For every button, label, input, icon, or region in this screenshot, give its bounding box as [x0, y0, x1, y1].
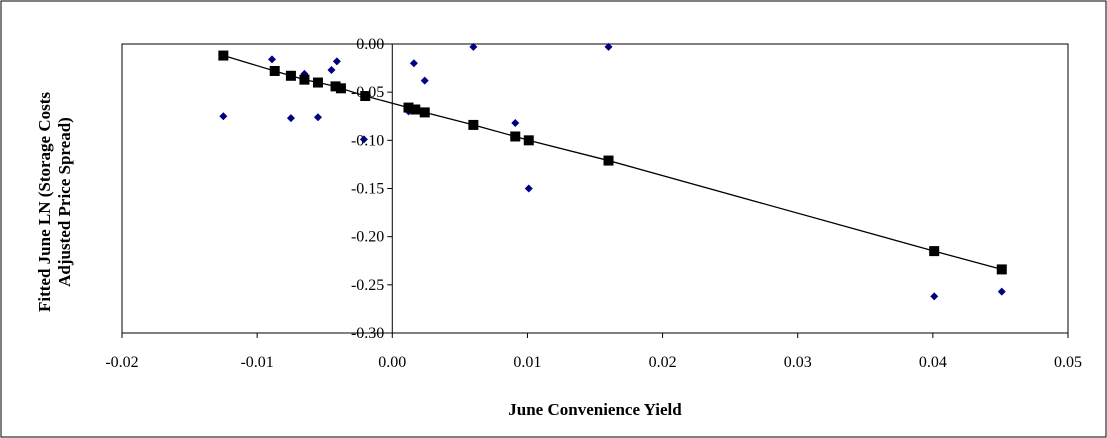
y-axis-ticks: 0.00-0.05-0.10-0.15-0.20-0.25-0.30 — [351, 36, 393, 342]
observed-point — [327, 66, 336, 75]
fitted-point — [299, 74, 310, 85]
fitted-point — [929, 246, 940, 257]
fitted-point — [510, 131, 521, 142]
observed-point — [511, 118, 520, 127]
observed-point — [313, 113, 322, 122]
fitted-point — [285, 70, 296, 81]
fitted-point — [523, 135, 534, 146]
y-tick-label: -0.15 — [351, 181, 384, 198]
fitted-point — [410, 104, 421, 115]
fitted-point — [360, 91, 371, 102]
observed-point — [469, 42, 478, 51]
observed-point — [409, 59, 418, 68]
y-axis-title: Fitted June LN (Storage Costs Adjusted P… — [35, 92, 74, 312]
observed-point — [219, 112, 228, 121]
y-tick-label: -0.25 — [351, 277, 384, 294]
y-tick-label: 0.00 — [356, 36, 384, 53]
x-tick-label: 0.05 — [1054, 354, 1082, 371]
observed-point — [930, 292, 939, 301]
fitted-point — [603, 155, 614, 166]
y-axis-title-line-1: Fitted June LN (Storage Costs — [35, 92, 54, 312]
fitted-point — [330, 81, 341, 92]
fitted-point — [335, 83, 346, 94]
fitted-point — [312, 77, 323, 88]
y-axis-title-line-2: Adjusted Price Spread) — [55, 117, 74, 287]
x-axis-title: June Convenience Yield — [508, 400, 682, 419]
fitted-point — [269, 65, 280, 76]
x-tick-label: 0.00 — [378, 354, 406, 371]
observed-point — [524, 184, 533, 193]
x-tick-label: 0.02 — [649, 354, 677, 371]
y-tick-label: -0.20 — [351, 229, 384, 246]
y-tick-label: -0.10 — [351, 132, 384, 149]
x-tick-label: 0.03 — [784, 354, 812, 371]
observed-point — [420, 76, 429, 85]
observed-point — [268, 55, 277, 64]
x-tick-label: 0.01 — [513, 354, 541, 371]
data-marks — [218, 42, 1007, 301]
fitted-point — [996, 264, 1007, 275]
observed-point — [359, 135, 368, 144]
fitted-point — [218, 50, 229, 61]
y-tick-label: -0.30 — [351, 325, 384, 342]
observed-point — [286, 114, 295, 123]
observed-point — [604, 42, 613, 51]
x-tick-label: -0.02 — [105, 354, 138, 371]
x-tick-label: -0.01 — [240, 354, 273, 371]
x-tick-label: 0.04 — [919, 354, 947, 371]
observed-point — [332, 57, 341, 66]
fitted-point — [403, 102, 414, 113]
fitted-point — [419, 107, 430, 118]
x-axis-ticks: -0.02 -0.01 0.00 0.01 0.02 0.03 0.04 0.05 — [105, 333, 1082, 371]
fitted-point — [468, 119, 479, 130]
observed-point — [997, 287, 1006, 296]
plot-area — [121, 43, 1069, 334]
